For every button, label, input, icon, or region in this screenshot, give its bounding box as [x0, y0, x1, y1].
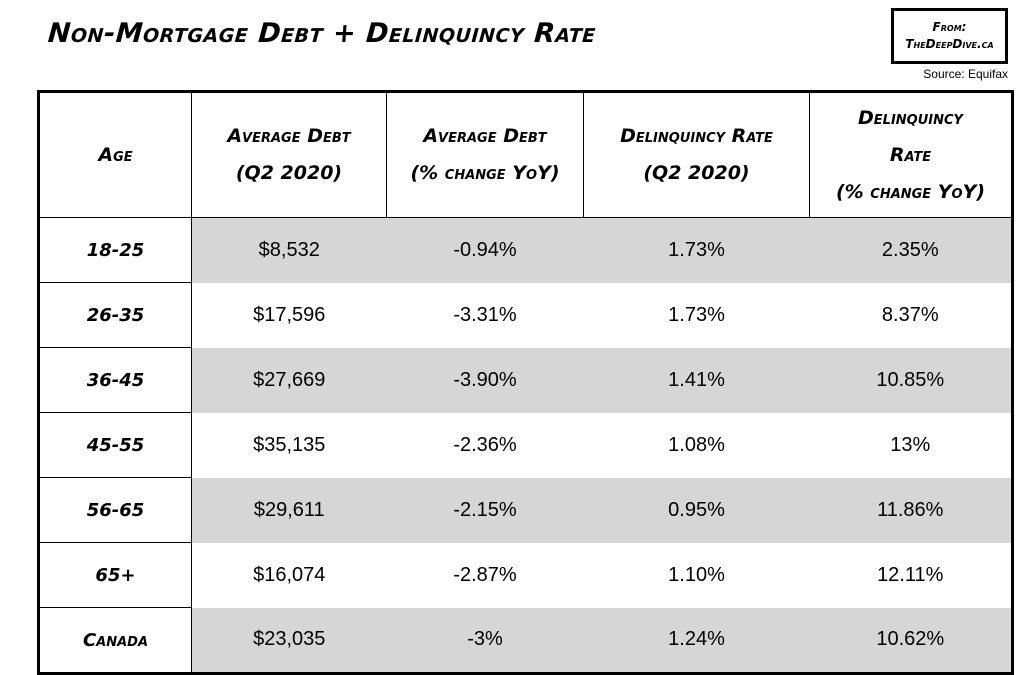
delinquency-change-cell: 2.35%	[809, 217, 1013, 283]
table-row: 36-45 $27,669 -3.90% 1.41% 10.85%	[38, 347, 1013, 413]
average-debt-cell: $23,035	[191, 607, 387, 674]
brand-from-label: From:	[932, 20, 967, 34]
source-badge: From: TheDeepDive.ca	[891, 8, 1008, 64]
table-row-total: Canada $23,035 -3% 1.24% 10.62%	[38, 607, 1013, 674]
table-row: 18-25 $8,532 -0.94% 1.73% 2.35%	[38, 217, 1013, 283]
delinquency-change-cell: 10.85%	[809, 347, 1013, 413]
average-debt-change-cell: -2.15%	[386, 477, 584, 543]
average-debt-change-cell: -0.94%	[386, 217, 584, 283]
header-delinquency-rate: Delinquincy Rate (Q2 2020)	[583, 91, 810, 218]
average-debt-change-cell: -3.31%	[386, 282, 584, 348]
header-average-debt: Average Debt (Q2 2020)	[191, 91, 387, 218]
average-debt-change-cell: -3.90%	[386, 347, 584, 413]
age-cell: 26-35	[38, 282, 192, 348]
age-cell: 65+	[38, 542, 192, 608]
average-debt-cell: $35,135	[191, 412, 387, 478]
average-debt-cell: $17,596	[191, 282, 387, 348]
average-debt-cell: $29,611	[191, 477, 387, 543]
delinquency-rate-cell: 1.08%	[583, 412, 810, 478]
brand-site-label: TheDeepDive.ca	[905, 37, 994, 51]
age-cell: 56-65	[38, 477, 192, 543]
delinquency-rate-cell: 1.73%	[583, 282, 810, 348]
delinquency-rate-cell: 1.73%	[583, 217, 810, 283]
delinquency-rate-cell: 1.10%	[583, 542, 810, 608]
table-row: 56-65 $29,611 -2.15% 0.95% 11.86%	[38, 477, 1013, 543]
table-row: 45-55 $35,135 -2.36% 1.08% 13%	[38, 412, 1013, 478]
debt-table: Age Average Debt (Q2 2020) Average Debt …	[37, 90, 1014, 675]
average-debt-change-cell: -2.36%	[386, 412, 584, 478]
header-age: Age	[38, 91, 192, 218]
table-row: 65+ $16,074 -2.87% 1.10% 12.11%	[38, 542, 1013, 608]
age-cell: Canada	[38, 607, 192, 674]
source-note: Source: Equifax	[923, 67, 1008, 81]
delinquency-rate-cell: 1.41%	[583, 347, 810, 413]
average-debt-cell: $27,669	[191, 347, 387, 413]
age-cell: 18-25	[38, 217, 192, 283]
average-debt-change-cell: -3%	[386, 607, 584, 674]
age-cell: 36-45	[38, 347, 192, 413]
delinquency-change-cell: 12.11%	[809, 542, 1013, 608]
header-delinquency-rate-change: Delinquincy Rate (% change YoY)	[809, 91, 1013, 218]
header-average-debt-change: Average Debt (% change YoY)	[386, 91, 584, 218]
delinquency-change-cell: 13%	[809, 412, 1013, 478]
delinquency-change-cell: 11.86%	[809, 477, 1013, 543]
delinquency-rate-cell: 0.95%	[583, 477, 810, 543]
delinquency-rate-cell: 1.24%	[583, 607, 810, 674]
average-debt-cell: $8,532	[191, 217, 387, 283]
average-debt-change-cell: -2.87%	[386, 542, 584, 608]
table-row: 26-35 $17,596 -3.31% 1.73% 8.37%	[38, 282, 1013, 348]
average-debt-cell: $16,074	[191, 542, 387, 608]
page-title: Non-Mortgage Debt + Delinquincy Rate	[46, 18, 597, 49]
delinquency-change-cell: 8.37%	[809, 282, 1013, 348]
age-cell: 45-55	[38, 412, 192, 478]
table-header-row: Age Average Debt (Q2 2020) Average Debt …	[38, 91, 1013, 218]
delinquency-change-cell: 10.62%	[809, 607, 1013, 674]
